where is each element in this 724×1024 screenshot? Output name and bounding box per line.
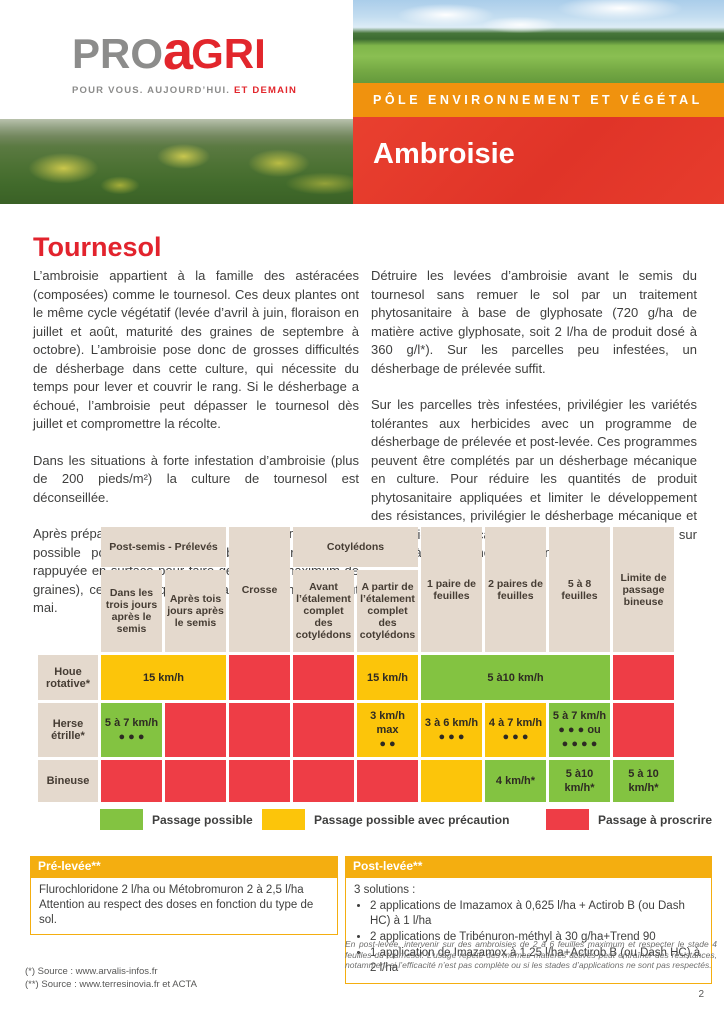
column-group-header: 5 à 8 feuilles	[549, 527, 610, 652]
table-row: Bineuse 4 km/h* 5 à10 km/h* 5 à 10 km/h*	[38, 760, 674, 802]
column-group-header: 1 paire de feuilles	[421, 527, 482, 652]
passage-cell-yellow: 3 à 6 km/h ● ● ●	[421, 703, 482, 757]
title-banner: Ambroisie	[353, 117, 724, 204]
column-group-header: Crosse	[229, 527, 290, 652]
source-line: (**) Source : www.terresinovia.fr et ACT…	[25, 978, 197, 990]
logo-pro: PRO	[72, 30, 164, 77]
post-levee-solutions: 2 applications de Imazamox à 0,625 l/ha …	[354, 899, 703, 976]
logo-a: a	[163, 21, 193, 81]
post-levee-note: En post-levée, intervenir sur des ambroi…	[345, 939, 717, 970]
post-levee-solution: 2 applications de Tribénuron-méthyl à 30…	[370, 930, 703, 945]
passage-cell-green: 5 à10 km/h	[421, 655, 610, 700]
pre-levee-box: Pré-levée** Flurochloridone 2 l/ha ou Mé…	[30, 856, 338, 935]
post-levee-title: Post-levée**	[345, 856, 712, 877]
pre-levee-title: Pré-levée**	[30, 856, 338, 877]
passage-cell-red	[165, 760, 226, 802]
paragraph: L’ambroisie appartient à la famille des …	[33, 268, 359, 431]
legend-swatch-green	[100, 809, 143, 830]
passage-cell-green: 5 à 7 km/h ● ● ●	[101, 703, 162, 757]
header-left: PROaGRI POUR VOUS. AUJOURD’HUI. ET DEMAI…	[0, 0, 353, 119]
sources: (*) Source : www.arvalis-infos.fr (**) So…	[25, 966, 197, 991]
source-line: (*) Source : www.arvalis-infos.fr	[25, 966, 158, 977]
header-row-sub: Dans les trois jours après le semis Après…	[38, 570, 674, 652]
column-sub-header: Dans les trois jours après le semis	[101, 570, 162, 652]
tagline-gray: POUR VOUS. AUJOURD’HUI.	[72, 85, 231, 96]
passage-cell-red	[229, 655, 290, 700]
column-group-header: Limite de passage bineuse	[613, 527, 674, 652]
page-number: 2	[698, 989, 704, 1000]
table-row: Houe rotative* 15 km/h 15 km/h 5 à10 km/h	[38, 655, 674, 700]
table-body: Houe rotative* 15 km/h 15 km/h 5 à10 km/h He…	[38, 655, 674, 802]
legend: Passage possible Passage possible avec pr…	[30, 809, 714, 833]
table-head: Post-semis - Prélevés Crosse Cotylédons 1 p…	[38, 527, 674, 652]
passage-cell-green: 5 à 7 km/h ● ● ● ou ● ● ● ●	[549, 703, 610, 757]
column-group-header: 2 paires de feuilles	[485, 527, 546, 652]
passage-cell-yellow: 3 km/h max ● ●	[357, 703, 418, 757]
row-header: Bineuse	[38, 760, 98, 802]
legend-swatch-yellow	[262, 809, 305, 830]
legend-label: Passage possible avec précaution	[314, 812, 510, 827]
post-levee-intro: 3 solutions :	[354, 884, 416, 896]
column-sub-header: Avant l’étalement complet des cotylédons	[293, 570, 354, 652]
column-sub-header: Après tois jours après le semis	[165, 570, 226, 652]
table-corner	[38, 527, 98, 652]
passage-cell-red	[101, 760, 162, 802]
passage-cell-red	[165, 703, 226, 757]
logo-gri: GRI	[191, 30, 266, 77]
row-header: Houe rotative*	[38, 655, 98, 700]
header-row-groups: Post-semis - Prélevés Crosse Cotylédons 1 p…	[38, 527, 674, 652]
paragraph: Détruire les levées d’ambroisie avant le…	[371, 268, 697, 376]
legend-label: Passage possible	[152, 812, 253, 827]
paragraph: Dans les situations à forte infestation …	[33, 452, 359, 505]
post-levee-solution: 2 applications de Imazamox à 0,625 l/ha …	[370, 899, 703, 929]
green-field-photo	[353, 0, 724, 83]
legend-item-green: Passage possible	[100, 809, 253, 830]
column-sub-header: A partir de l’étalement complet des coty…	[357, 570, 418, 652]
passage-cell-red	[357, 760, 418, 802]
passage-cell-green: 4 km/h*	[485, 760, 546, 802]
passage-cell-yellow: 4 à 7 km/h ● ● ●	[485, 703, 546, 757]
post-levee-solution: 1 application de Imazamox à 1,25 l/ha+Ac…	[370, 946, 703, 976]
passage-cell-red	[613, 655, 674, 700]
pre-levee-line: Flurochloridone 2 l/ha ou Métobromuron 2…	[39, 884, 304, 896]
tagline-red: ET DEMAIN	[234, 85, 298, 96]
legend-item-red: Passage à proscrire	[546, 809, 712, 830]
logo-wordmark: PROaGRI	[72, 24, 297, 78]
column-group-header: Cotylédons	[293, 527, 418, 567]
legend-swatch-red	[546, 809, 589, 830]
passage-cell-green: 5 à10 km/h*	[549, 760, 610, 802]
passage-cell-yellow: 15 km/h	[101, 655, 226, 700]
legend-item-yellow: Passage possible avec précaution	[262, 809, 509, 830]
ambroisie-field-photo	[0, 119, 353, 204]
pre-levee-body: Flurochloridone 2 l/ha ou Métobromuron 2…	[30, 877, 338, 935]
post-levee-body: 3 solutions : 2 applications de Imazamox…	[345, 877, 712, 984]
department-banner: PÔLE ENVIRONNEMENT ET VÉGÉTAL	[353, 83, 724, 117]
pre-levee-line: Attention au respect des doses en foncti…	[39, 899, 314, 926]
passage-cell-red	[293, 760, 354, 802]
section-heading: Tournesol	[33, 232, 162, 262]
department-banner-label: PÔLE ENVIRONNEMENT ET VÉGÉTAL	[373, 93, 703, 107]
passage-cell-red	[613, 703, 674, 757]
passage-cell-yellow: 15 km/h	[357, 655, 418, 700]
post-levee-box: Post-levée** 3 solutions : 2 application…	[345, 856, 712, 984]
passage-cell-red	[229, 703, 290, 757]
legend-label: Passage à proscrire	[598, 812, 713, 827]
passage-cell-red	[293, 655, 354, 700]
passage-table: Post-semis - Prélevés Crosse Cotylédons 1 p…	[35, 524, 677, 805]
column-group-header: Post-semis - Prélevés	[101, 527, 226, 567]
passage-cell-yellow	[421, 760, 482, 802]
row-header: Herse étrille*	[38, 703, 98, 757]
document-title: Ambroisie	[373, 138, 515, 170]
proagri-logo: PROaGRI POUR VOUS. AUJOURD’HUI. ET DEMAI…	[72, 24, 297, 96]
logo-tagline: POUR VOUS. AUJOURD’HUI. ET DEMAIN	[72, 85, 297, 96]
passage-cell-green: 5 à 10 km/h*	[613, 760, 674, 802]
passage-cell-red	[293, 703, 354, 757]
table-row: Herse étrille* 5 à 7 km/h ● ● ● 3 km/h max…	[38, 703, 674, 757]
passage-cell-red	[229, 760, 290, 802]
